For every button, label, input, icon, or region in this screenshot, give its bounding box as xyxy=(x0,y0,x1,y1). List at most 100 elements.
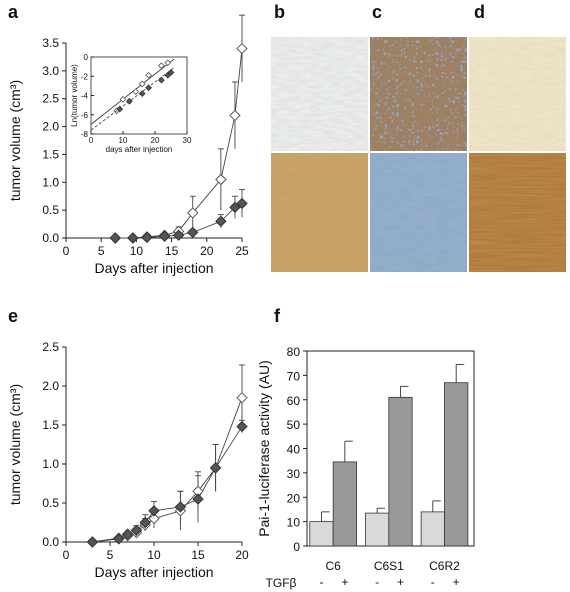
group-label: C6S1 xyxy=(374,559,404,573)
data-point-open xyxy=(215,173,227,186)
micrograph-panel-c xyxy=(370,37,467,272)
panel-label-d: d xyxy=(474,2,485,22)
data-point-filled xyxy=(215,215,227,227)
data-point-open xyxy=(148,512,160,525)
bar-tgfb xyxy=(332,461,357,547)
bar-untreated xyxy=(420,511,445,547)
chart-a-tumor-volume: 0 5 10 15 20 25 0.0 0.5 1.0 1.5 2.0 2.5 3.0 3.5 Days a… xyxy=(7,14,249,276)
y-tick-label: 2.0 xyxy=(42,120,59,134)
inset-point-filled xyxy=(126,97,133,105)
series-filled-diamond-line xyxy=(92,426,243,543)
micrograph-panel-d xyxy=(469,37,566,272)
inset-y-tick-label: 0 xyxy=(84,53,89,62)
x-tick-label: 10 xyxy=(130,244,144,258)
inset-point-open xyxy=(145,71,152,79)
data-point-filled xyxy=(174,501,187,513)
y-tick-label: 0.5 xyxy=(42,496,59,510)
y-tick-label: 3.5 xyxy=(42,36,59,50)
bar-tgfb xyxy=(444,382,469,547)
data-point-filled xyxy=(130,524,143,537)
chart-e-tumor-volume: 0 5 10 15 20 0.0 0.5 1.0 1.5 2.0 2.5 Days after inj… xyxy=(7,340,249,580)
y-tick-label: 1.0 xyxy=(42,457,59,471)
y-axis-title: tumor volume (cm³) xyxy=(7,384,23,505)
y-tick-label: 1.0 xyxy=(42,175,59,189)
inset-point-filled xyxy=(116,105,124,113)
y-tick-label: 60 xyxy=(287,394,301,408)
data-point-filled xyxy=(113,533,125,545)
x-tick-label: 25 xyxy=(235,244,249,258)
x-tick-label: 20 xyxy=(235,548,249,562)
panel-label-a: a xyxy=(8,2,19,22)
data-point-open xyxy=(236,391,248,404)
bar-tgfb xyxy=(388,396,413,547)
data-point-filled xyxy=(236,197,248,210)
inset-x-tick-label: 20 xyxy=(151,136,160,145)
inset-point-open xyxy=(164,59,172,67)
y-tick-label: 2.5 xyxy=(42,92,59,106)
y-tick-label: 10 xyxy=(287,516,301,530)
condition-label: - xyxy=(319,575,323,589)
data-point-filled xyxy=(187,226,199,239)
y-tick-label: 0.0 xyxy=(42,535,59,549)
data-point-open xyxy=(229,109,241,122)
bar-untreated xyxy=(309,521,334,547)
micrograph-panel-b xyxy=(271,37,368,272)
data-point-filled xyxy=(229,201,241,214)
x-tick-label: 15 xyxy=(165,244,179,258)
chart-a-inset-ln-volume: 0 10 20 30 0 -2 -4 -6 -8 days after injection Ln(t… xyxy=(70,53,192,154)
condition-label: - xyxy=(431,575,435,589)
y-tick-label: 0.5 xyxy=(42,203,59,217)
data-point-filled xyxy=(172,229,185,241)
condition-label: + xyxy=(453,575,460,589)
y-axis-title: Pai-1-luciferase activity (AU) xyxy=(256,360,272,537)
bar-untreated xyxy=(365,512,390,547)
inset-point-filled xyxy=(167,69,175,76)
inset-point-filled xyxy=(145,84,152,92)
series-open-diamond-line xyxy=(92,397,243,543)
inset-y-tick-label: -4 xyxy=(81,92,89,101)
y-tick-label: 40 xyxy=(287,443,301,457)
x-tick-label: 0 xyxy=(63,548,70,562)
data-point-filled xyxy=(127,232,139,244)
inset-x-tick-label: 30 xyxy=(183,136,192,145)
chart-f-luciferase-bars: 0 10 20 30 40 50 60 70 80 Pai-1-luciferase activi… xyxy=(256,345,475,590)
y-tick-label: 2.5 xyxy=(42,340,59,354)
data-point-filled xyxy=(148,505,160,517)
y-tick-label: 3.0 xyxy=(42,64,59,78)
panel-label-e: e xyxy=(8,306,18,326)
y-tick-label: 50 xyxy=(287,418,301,432)
inset-point-open xyxy=(158,62,165,70)
y-tick-label: 1.5 xyxy=(42,418,59,432)
inset-y-tick-label: -6 xyxy=(81,111,89,120)
condition-label: + xyxy=(341,575,348,589)
inset-point-filled xyxy=(138,90,146,97)
inset-point-open xyxy=(138,80,146,88)
x-axis-title: Days after injection xyxy=(94,564,213,580)
data-point-filled xyxy=(141,231,153,244)
inset-point-filled xyxy=(158,76,165,84)
y-tick-label: 70 xyxy=(287,369,301,383)
y-axis-title: tumor volume (cm³) xyxy=(7,80,23,201)
inset-y-axis-title: Ln(tumor volume) xyxy=(70,64,79,127)
data-point-filled xyxy=(86,536,99,548)
y-tick-label: 1.5 xyxy=(42,147,59,161)
data-point-filled xyxy=(192,493,204,505)
x-tick-label: 5 xyxy=(98,244,105,258)
data-point-open xyxy=(187,207,199,219)
inset-x-axis-title: days after injection xyxy=(106,145,173,154)
y-tick-label: 0 xyxy=(293,540,300,554)
panel-label-f: f xyxy=(274,306,281,326)
y-tick-label: 30 xyxy=(287,467,301,481)
inset-x-tick-label: 0 xyxy=(89,136,94,145)
inset-point-open xyxy=(132,88,140,96)
condition-label: - xyxy=(375,575,379,589)
data-point-open xyxy=(236,42,248,55)
data-point-filled xyxy=(121,528,134,540)
x-tick-label: 0 xyxy=(63,244,70,258)
x-tick-label: 10 xyxy=(147,548,161,562)
x-tick-label: 20 xyxy=(200,244,214,258)
y-tick-label: 0.0 xyxy=(42,231,59,245)
x-tick-label: 5 xyxy=(107,548,114,562)
data-point-filled xyxy=(236,420,248,433)
